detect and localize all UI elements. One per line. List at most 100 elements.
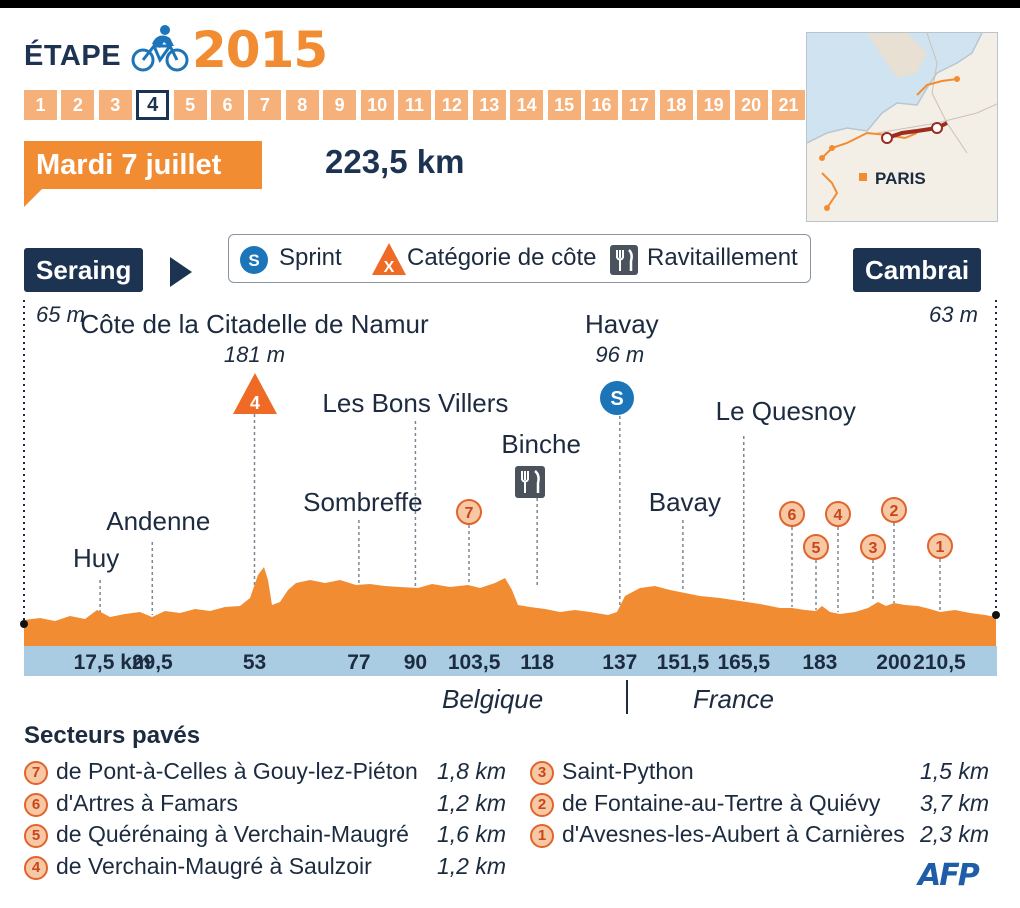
stage-box-21: 21: [772, 90, 805, 120]
sector-number-badge: 2: [530, 793, 554, 817]
climb-category-icon: X: [372, 243, 406, 276]
start-altitude: 65 m: [36, 302, 85, 327]
cobble-sector-markers: 7 654 3 2 1: [456, 497, 953, 612]
sector-marker-circle-7: [456, 499, 482, 525]
sector-number-badge: 3: [530, 761, 554, 785]
stage-box-9: 9: [323, 90, 357, 120]
place-altitude-7: 96 m: [595, 342, 644, 367]
stage-box-19: 19: [697, 90, 731, 120]
km-tick-2: 29,5: [132, 651, 173, 674]
sprint-marker-icon: S: [600, 381, 634, 415]
stage-box-5: 5: [173, 90, 207, 120]
sector-name: de Quérénaing à Verchain-Maugré: [56, 821, 409, 847]
km-tick-13: 210,5: [913, 651, 966, 674]
sector-number-badge: 5: [24, 824, 48, 848]
sector-marker-circle-4: [825, 501, 851, 527]
sector-name: d'Artres à Famars: [56, 790, 239, 816]
finish-altitude: 63 m: [929, 302, 978, 327]
climb-badge-letter: X: [384, 259, 395, 276]
date-banner-tail: [24, 189, 42, 207]
sector-number-badge: 6: [24, 793, 48, 817]
place-label-5: Les Bons Villers: [322, 388, 508, 418]
km-tick-6: 103,5: [448, 651, 501, 674]
km-tick-11: 183: [802, 651, 837, 674]
stage-box-10: 10: [360, 90, 394, 120]
place-label-1: Huy: [73, 543, 119, 573]
km-tick-1: 17,5 km: [74, 651, 151, 674]
sector-marker-number-2: 2: [890, 503, 899, 520]
place-label-6: Binche: [501, 429, 581, 459]
sprint-marker-letter: S: [610, 388, 623, 410]
stage-box-1: 1: [24, 90, 57, 120]
sector-name: de Fontaine-au-Tertre à Quiévy: [562, 790, 881, 816]
km-tick-3: 53: [243, 651, 266, 674]
sector-marker-number-1: 1: [936, 539, 945, 556]
sector-marker-circle-5: [803, 534, 829, 560]
stage-box-17: 17: [622, 90, 656, 120]
stage-box-3: 3: [98, 90, 132, 120]
km-tick-9: 151,5: [657, 651, 710, 674]
legend-sprint-label: Sprint: [279, 244, 342, 271]
sector-name: Saint-Python: [562, 758, 694, 784]
start-arrow-icon: [170, 257, 192, 287]
country-border-mark: [626, 680, 628, 714]
cyclist-icon: [131, 25, 189, 72]
place-label-3: Côte de la Citadelle de Namur: [80, 309, 429, 339]
stage-box-4: 4: [134, 88, 172, 122]
stage-box-8: 8: [285, 90, 319, 120]
stage-box-12: 12: [435, 90, 469, 120]
legend-feed-label: Ravitaillement: [647, 244, 798, 271]
stage-box-11: 11: [398, 90, 431, 120]
sector-marker-number-4: 4: [834, 507, 843, 524]
afp-logo: AFP: [918, 858, 980, 893]
legend: S Sprint X Catégorie de côte Ravitaillem…: [228, 234, 811, 283]
sector-length: 2,3 km: [920, 821, 990, 847]
stage-distance: 223,5 km: [325, 143, 465, 180]
km-tick-8: 137: [602, 651, 637, 674]
km-tick-12: 200: [876, 651, 911, 674]
place-altitude-3: 181 m: [224, 342, 285, 367]
sector-marker-number-5: 5: [812, 540, 821, 557]
sector-length: 1,2 km: [437, 790, 507, 816]
finish-dot: [992, 611, 1000, 619]
top-bar: [0, 0, 1020, 8]
place-labels: Huy Andenne Côte de la Citadelle de Namur 1…: [73, 309, 856, 573]
date-banner: Mardi 7 juillet: [24, 141, 262, 189]
sector-number-badge: 4: [24, 856, 48, 880]
sector-name: de Verchain-Maugré à Saulzoir: [56, 853, 372, 879]
elevation-area: [24, 567, 996, 646]
sector-length: 3,7 km: [920, 790, 990, 816]
climb-category-4-icon: 4: [233, 373, 277, 414]
map-graphic: PARIS: [807, 33, 997, 221]
km-tick-4: 77: [347, 651, 370, 674]
km-tick-7: 118: [520, 651, 554, 674]
stage-box-16: 16: [585, 90, 618, 120]
sector-marker-circle-6: [779, 501, 805, 527]
sprint-icon: S: [240, 246, 268, 274]
sector-marker-circle-1: [927, 533, 953, 559]
sector-name: d'Avesnes-les-Aubert à Carnières: [562, 821, 905, 847]
sector-marker-number-6: 6: [788, 507, 797, 524]
sector-length: 1,5 km: [920, 758, 990, 784]
year-title: 2015: [192, 21, 328, 79]
stage-box-18: 18: [659, 90, 693, 120]
country-france: France: [693, 684, 774, 714]
stage-box-13: 13: [472, 90, 506, 120]
start-town-tag: Seraing: [24, 248, 144, 292]
climb-category-number: 4: [250, 393, 260, 413]
sector-marker-circle-3: [860, 534, 886, 560]
sector-length: 1,8 km: [437, 758, 507, 784]
place-label-7: Havay: [585, 309, 659, 339]
place-label-8: Bavay: [649, 487, 721, 517]
stage-box-15: 15: [547, 90, 581, 120]
finish-town-tag: Cambrai: [853, 248, 982, 292]
km-axis-band: [24, 646, 997, 676]
sector-number-badge: 1: [530, 824, 554, 848]
sprint-badge-letter: S: [248, 251, 259, 270]
place-guide-lines: [99, 414, 745, 615]
place-label-9: Le Quesnoy: [716, 396, 856, 426]
place-label-4: Sombreffe: [303, 487, 422, 517]
stage-box-20: 20: [734, 90, 768, 120]
feed-zone-icon: [610, 245, 638, 275]
